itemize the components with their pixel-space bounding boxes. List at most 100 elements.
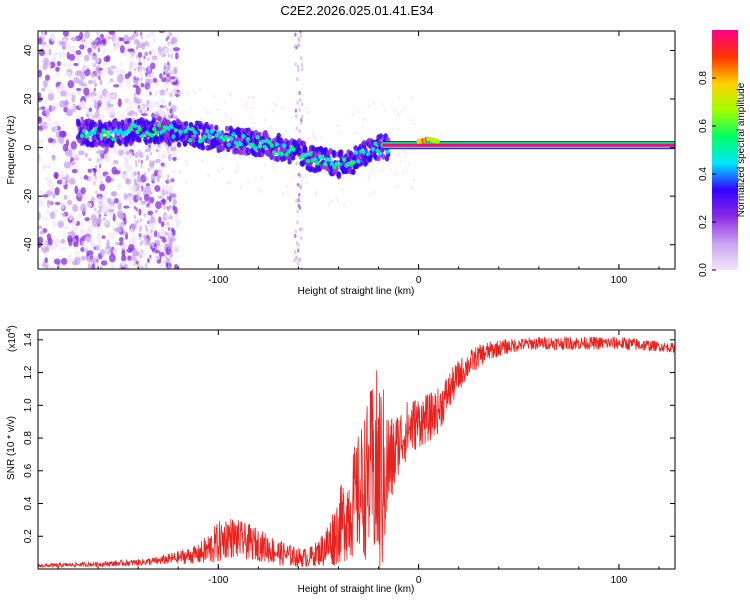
heatmap-streak-cell bbox=[140, 31, 143, 36]
heatmap-streak-cell bbox=[97, 210, 100, 215]
heatmap-noise-cell bbox=[132, 84, 139, 88]
heatmap-noise-cell bbox=[152, 37, 156, 44]
heatmap-faint-cell bbox=[395, 153, 398, 157]
heatmap-faint-cell bbox=[301, 178, 304, 182]
heatmap-noise-cell bbox=[47, 237, 53, 246]
heatmap-faint-cell bbox=[285, 184, 288, 188]
heatmap-core-cell bbox=[127, 126, 133, 131]
snr-multiplier-close: ) bbox=[7, 325, 18, 328]
heatmap-core-cell bbox=[156, 122, 162, 128]
heatmap-faint-cell bbox=[367, 104, 370, 108]
heatmap-noise-cell bbox=[170, 89, 178, 95]
heatmap-noise-cell bbox=[130, 222, 137, 230]
heatmap-core-cell bbox=[108, 129, 114, 135]
heatmap-streak-cell bbox=[140, 76, 143, 81]
heatmap-faint-cell bbox=[407, 162, 411, 166]
heatmap-noise-cell bbox=[128, 152, 134, 159]
heatmap-noise-cell bbox=[113, 197, 119, 204]
heatmap-noise-cell bbox=[143, 193, 150, 202]
spectrogram-y-tick-label: 0 bbox=[23, 144, 34, 150]
heatmap-band-cell bbox=[157, 115, 162, 122]
heatmap-streak-cell bbox=[95, 60, 98, 65]
heatmap-band-cell bbox=[123, 140, 129, 147]
heatmap-core-cell bbox=[260, 139, 265, 144]
heatmap-faint-cell bbox=[341, 188, 344, 192]
snr-panel: -100 0 100 0.2 0.4 0.6 0.8 1.0 1.2 1.4 Height of… bbox=[6, 325, 676, 595]
heatmap-noise-cell bbox=[61, 179, 67, 186]
heatmap-noise-cell bbox=[42, 63, 48, 70]
heatmap-noise-cell bbox=[66, 88, 71, 98]
heatmap-streak-cell bbox=[169, 191, 172, 196]
heatmap-noise-cell bbox=[100, 260, 108, 266]
heatmap-noise-cell bbox=[158, 171, 163, 177]
heatmap-core-cell bbox=[279, 151, 284, 156]
heatmap-streak-cell bbox=[145, 103, 148, 108]
heatmap-streak-cell bbox=[93, 79, 96, 84]
colorbar-tick-label: 0.6 bbox=[698, 119, 709, 133]
heatmap-faint-cell bbox=[247, 96, 251, 100]
heatmap-core-cell bbox=[356, 159, 361, 164]
heatmap-core-cell bbox=[96, 127, 102, 132]
heatmap-noise-cell bbox=[54, 201, 61, 206]
heatmap-faint-cell bbox=[353, 131, 356, 135]
heatmap-noise-cell bbox=[138, 208, 142, 216]
heatmap-faint-cell bbox=[226, 181, 229, 185]
heatmap-noise-cell bbox=[68, 177, 76, 185]
heatmap-faint-cell bbox=[168, 82, 172, 86]
snr-y-tick-label: 0.4 bbox=[23, 496, 34, 510]
heatmap-noise-cell bbox=[38, 236, 44, 245]
heatmap-noise-cell bbox=[83, 174, 89, 180]
heatmap-bump-cell bbox=[435, 138, 440, 144]
heatmap-faint-cell bbox=[393, 171, 396, 175]
heatmap-band-cell bbox=[276, 132, 281, 139]
heatmap-faint-cell bbox=[273, 102, 276, 106]
heatmap-core-cell bbox=[226, 142, 231, 147]
heatmap-faint-cell bbox=[185, 91, 189, 95]
heatmap-band-cell bbox=[253, 151, 259, 158]
heatmap-streak-cell bbox=[295, 241, 299, 246]
heatmap-streak-cell bbox=[300, 56, 303, 61]
heatmap-streak-cell bbox=[294, 62, 297, 67]
heatmap-core-cell bbox=[103, 130, 109, 135]
heatmap-noise-cell bbox=[110, 65, 117, 69]
heatmap-streak-cell bbox=[139, 254, 142, 259]
heatmap-noise-cell bbox=[91, 263, 96, 269]
heatmap-streak-cell bbox=[294, 108, 298, 113]
heatmap-faint-cell bbox=[270, 130, 273, 134]
heatmap-noise-cell bbox=[46, 116, 52, 122]
heatmap-noise-cell bbox=[80, 116, 84, 122]
heatmap-flat-core bbox=[382, 143, 675, 147]
heatmap-faint-cell bbox=[161, 167, 165, 171]
heatmap-band-cell bbox=[301, 141, 307, 148]
heatmap-noise-cell bbox=[41, 87, 46, 92]
heatmap-noise-cell bbox=[38, 112, 41, 117]
heatmap-streak-cell bbox=[94, 99, 97, 104]
heatmap-noise-cell bbox=[87, 168, 92, 173]
heatmap-streak-cell bbox=[298, 90, 301, 95]
heatmap-noise-cell bbox=[72, 77, 80, 84]
snr-multiplier: (x104) bbox=[6, 325, 18, 352]
heatmap-streak-cell bbox=[143, 55, 146, 60]
heatmap-band-cell bbox=[377, 139, 382, 146]
snr-y-tick-label: 1.4 bbox=[23, 332, 34, 346]
heatmap-streak-cell bbox=[170, 231, 173, 236]
heatmap-noise-cell bbox=[58, 40, 63, 46]
heatmap-streak-cell bbox=[300, 62, 304, 67]
heatmap-core-cell bbox=[176, 124, 181, 130]
heatmap-streak-cell bbox=[295, 198, 298, 203]
heatmap-faint-cell bbox=[305, 175, 308, 179]
heatmap-core-cell bbox=[361, 149, 366, 154]
heatmap-noise-cell bbox=[53, 51, 60, 56]
heatmap-faint-cell bbox=[387, 131, 391, 135]
heatmap-noise-cell bbox=[104, 218, 109, 225]
heatmap-faint-cell bbox=[410, 96, 414, 100]
heatmap-faint-cell bbox=[383, 108, 386, 112]
heatmap-noise-cell bbox=[149, 196, 155, 204]
heatmap-streak-cell bbox=[96, 107, 99, 112]
heatmap-band-cell bbox=[196, 129, 201, 136]
heatmap-band-cell bbox=[137, 136, 142, 143]
heatmap-streak-cell bbox=[144, 224, 148, 229]
heatmap-streak-cell bbox=[163, 163, 166, 168]
heatmap-streak-cell bbox=[148, 144, 151, 149]
